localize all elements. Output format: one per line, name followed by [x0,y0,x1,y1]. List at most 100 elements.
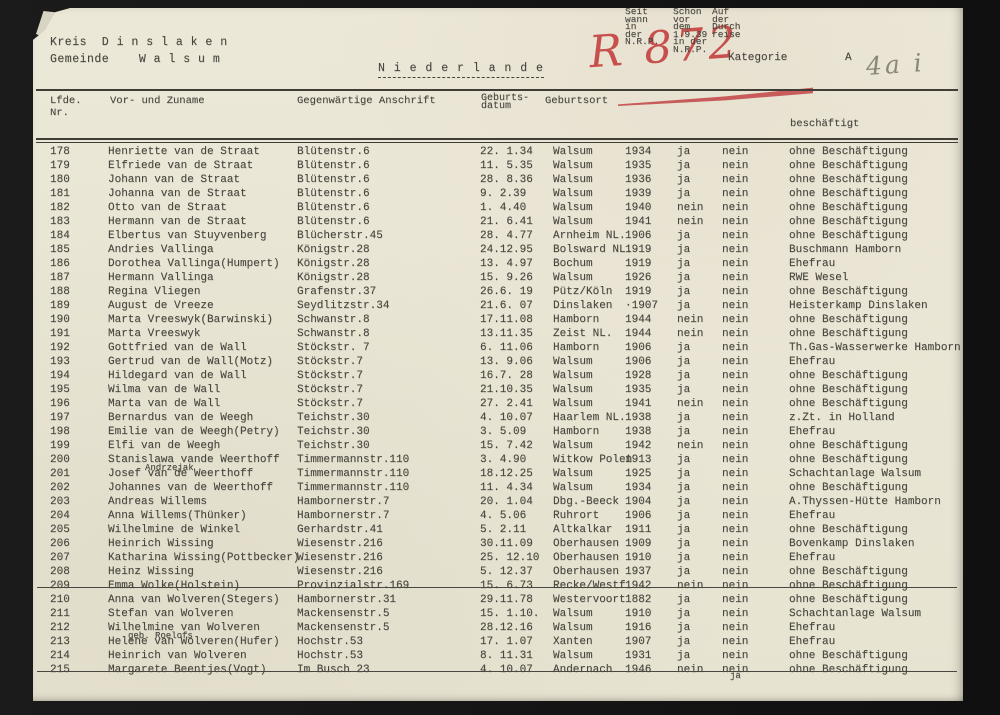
table-row: 205 Wilhelmine de Winkel Gerhardstr.41 5… [33,524,963,538]
cell-nr: 202 [50,482,70,494]
cell-name: Andreas Willems [108,496,208,508]
cell-schon: ja [677,300,691,312]
table-row: 183 Hermann van de Straat Blütenstr.6 21… [33,216,963,230]
cell-schon: ja [677,636,691,648]
cell-nr: 201 [50,468,70,480]
cell-nr: 179 [50,160,70,172]
cell-name: Dorothea Vallinga(Humpert) [108,258,280,270]
cell-birthdate: 11. 4.34 [480,482,533,494]
cell-seit: 1906 [625,510,652,522]
cell-address: Stöckstr. 7 [297,342,370,354]
cell-birthdate: 13.11.35 [480,328,533,340]
cell-beschaeftigt: Bovenkamp Dinslaken [789,538,915,550]
cell-birthplace: Walsum [553,202,593,214]
cell-seit: ·1907 [625,300,659,312]
cell-name: Helene van Wolveren(Hufer) [108,636,280,648]
cell-schon: ja [677,566,691,578]
cell-birthdate: 16.7. 28 [480,370,533,382]
table-row: 191 Marta Vreeswyk Schwanstr.8 13.11.35 … [33,328,963,342]
cell-seit: 1907 [625,636,652,648]
cell-seit: 1942 [625,440,652,452]
document-sheet: Kreis D i n s l a k e n Gemeinde W a l s… [33,8,963,701]
cell-beschaeftigt: ohne Beschäftigung [789,370,908,382]
cell-name: Stefan van Wolveren [108,608,234,620]
cell-birthplace: Walsum [553,482,593,494]
cell-birthdate: 1. 4.40 [480,202,527,214]
cell-nr: 185 [50,244,70,256]
cell-durchreise: nein [722,300,749,312]
cell-name: Johannes van de Weerthoff [108,482,274,494]
cell-seit: 1940 [625,202,652,214]
cell-birthplace: Witkow Polen [553,454,633,466]
cell-birthplace: Westervoort [553,594,626,606]
cell-seit: 1935 [625,160,652,172]
cell-nr: 190 [50,314,70,326]
cell-seit: 1937 [625,566,652,578]
cell-durchreise: nein [722,216,749,228]
cell-beschaeftigt: ohne Beschäftigung [789,146,908,158]
table-row: 187 Hermann Vallinga Königstr.28 15. 9.2… [33,272,963,286]
cell-birthdate: 3. 4.90 [480,454,527,466]
cell-nr: 200 [50,454,70,466]
cell-name: Marta van de Wall [108,398,221,410]
table-row: 214 Heinrich van Wolveren Hochstr.53 8. … [33,650,963,664]
cell-address: Blütenstr.6 [297,216,370,228]
cell-nr: 211 [50,608,70,620]
cell-name: Elfriede van de Straat [108,160,254,172]
cell-name: Hildegard van de Wall [108,370,247,382]
cell-name: Johanna van de Straat [108,188,247,200]
cell-birthplace: Oberhausen [553,552,620,564]
cell-birthdate: 4. 10.07 [480,412,533,424]
cell-address: Im Busch 23 [297,664,370,676]
cell-birthplace: Walsum [553,146,593,158]
cell-schon: ja [677,650,691,662]
cell-beschaeftigt: Buschmann Hamborn [789,244,902,256]
cell-durchreise: nein [722,482,749,494]
cell-birthdate: 21. 6.41 [480,216,533,228]
cell-address: Timmermannstr.110 [297,454,410,466]
cell-address: Blütenstr.6 [297,160,370,172]
cell-nr: 208 [50,566,70,578]
cell-beschaeftigt: ohne Beschäftigung [789,216,908,228]
cell-beschaeftigt: ohne Beschäftigung [789,160,908,172]
cell-seit: 1906 [625,230,652,242]
cell-seit: 1916 [625,622,652,634]
cell-durchreise: nein [722,342,749,354]
cell-durchreise: nein [722,160,749,172]
cell-address: Königstr.28 [297,258,370,270]
cell-schon: nein [677,440,704,452]
cell-birthdate: 21.6. 07 [480,300,533,312]
cell-address: Stöckstr.7 [297,398,364,410]
cell-beschaeftigt: Th.Gas-Wasserwerke Hamborn [789,342,961,354]
cell-birthplace: Walsum [553,160,593,172]
cell-durchreise-note: ja [730,671,741,681]
cell-birthplace: Walsum [553,370,593,382]
cell-birthdate: 8. 11.31 [480,650,533,662]
cell-durchreise: nein [722,202,749,214]
cell-nr: 213 [50,636,70,648]
cell-seit: 1936 [625,174,652,186]
cell-birthdate: 15. 9.26 [480,272,533,284]
cell-nr: 187 [50,272,70,284]
cell-address: Wiesenstr.216 [297,552,383,564]
cell-address: Hochstr.53 [297,636,364,648]
cell-durchreise: nein [722,440,749,452]
cell-birthdate: 9. 2.39 [480,188,527,200]
cell-name: Heinrich van Wolveren [108,650,247,662]
cell-name: Gertrud van de Wall(Motz) [108,356,274,368]
cell-seit: 1904 [625,496,652,508]
column-header-durchreise: Auf der Durch reise [712,6,741,40]
table-row: 188 Regina Vliegen Grafenstr.37 26.6. 19… [33,286,963,300]
cell-durchreise: nein [722,594,749,606]
cell-name: Emma Wolke(Holstein) [108,580,240,592]
table-row: 201 Josef van de Weerthoff Timmermannstr… [33,468,963,482]
column-header-name: Vor- und Zuname [110,95,205,107]
table-row: 206 Heinrich Wissing Wiesenstr.216 30.11… [33,538,963,552]
cell-schon: nein [677,580,703,592]
table-row: 194 Hildegard van de Wall Stöckstr.7 16.… [33,370,963,384]
table-row: 203 Andreas Willems Hambornerstr.7 20. 1… [33,496,963,510]
gemeinde-line: Gemeinde W a l s u m [50,53,221,66]
cell-schon: nein [677,216,704,228]
cell-schon: ja [677,258,691,270]
